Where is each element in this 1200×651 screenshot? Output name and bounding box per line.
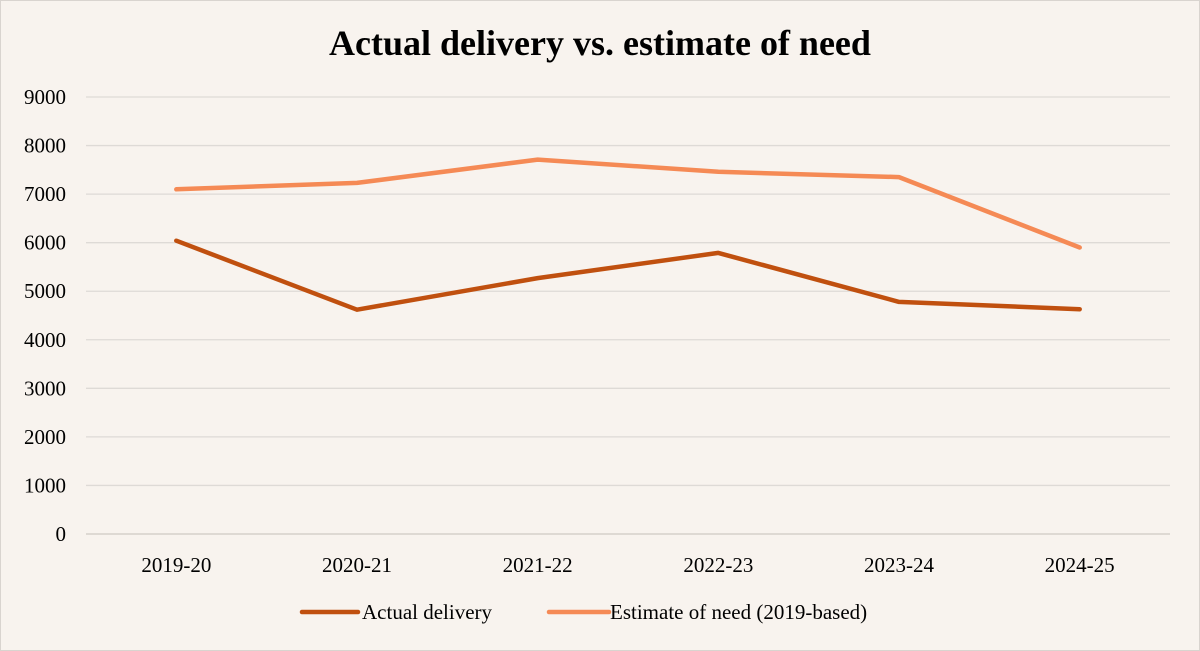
y-tick-label: 2000 — [24, 425, 66, 449]
y-tick-label: 4000 — [24, 328, 66, 352]
x-tick-label: 2021-22 — [503, 553, 573, 577]
y-tick-label: 3000 — [24, 376, 66, 400]
series-lines — [174, 157, 1082, 312]
y-tick-label: 0 — [56, 522, 67, 546]
series-line-estimate-of-need — [174, 157, 1082, 250]
series-line-actual-delivery — [174, 238, 1082, 312]
y-tick-label: 5000 — [24, 279, 66, 303]
x-tick-label: 2023-24 — [864, 553, 934, 577]
y-tick-label: 7000 — [24, 182, 66, 206]
y-tick-label: 8000 — [24, 134, 66, 158]
y-tick-label: 1000 — [24, 473, 66, 497]
x-axis: 2019-20 2020-21 2021-22 2022-23 2023-24 2024-… — [141, 553, 1114, 577]
legend-label: Actual delivery — [362, 600, 493, 624]
x-tick-label: 2019-20 — [141, 553, 211, 577]
x-tick-label: 2020-21 — [322, 553, 392, 577]
gridlines — [86, 96, 1170, 535]
legend: Actual delivery Estimate of need (2019-ba… — [299, 600, 867, 624]
legend-label: Estimate of need (2019-based) — [610, 600, 867, 624]
x-tick-label: 2024-25 — [1045, 553, 1115, 577]
y-axis: 0 1000 2000 3000 4000 5000 6000 7000 8000 9000 — [24, 85, 66, 546]
x-tick-label: 2022-23 — [683, 553, 753, 577]
chart-title: Actual delivery vs. estimate of need — [329, 23, 871, 63]
y-tick-label: 6000 — [24, 231, 66, 255]
y-tick-label: 9000 — [24, 85, 66, 109]
